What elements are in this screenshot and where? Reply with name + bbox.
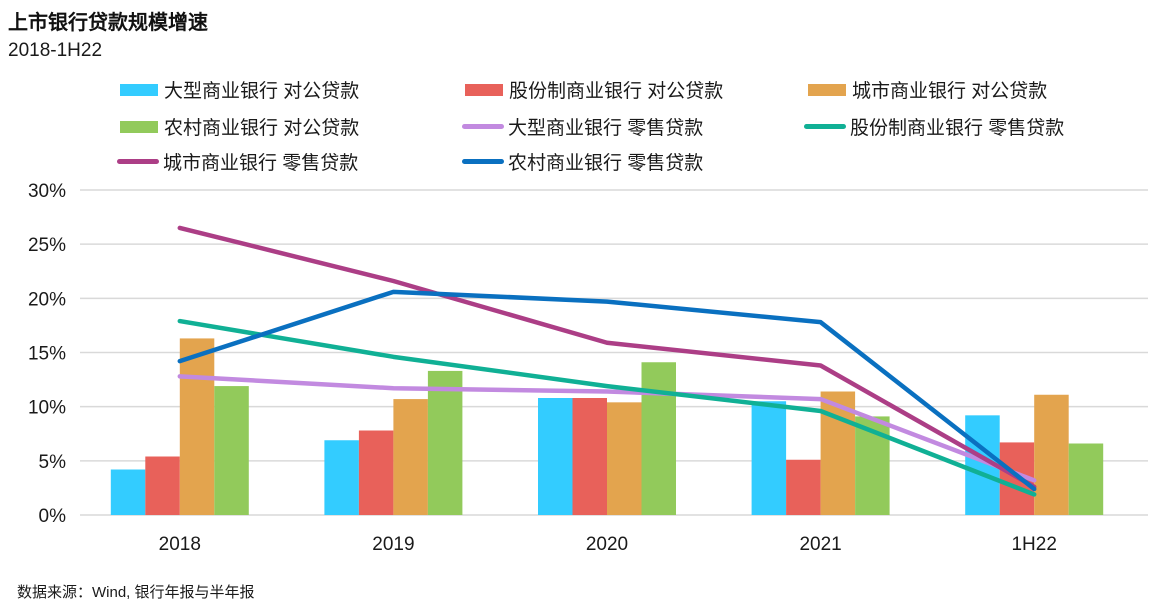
legend-item-rural-bank-corporate: 农村商业银行 对公贷款 — [120, 113, 359, 140]
legend-swatch — [120, 120, 158, 133]
legend-swatch — [462, 124, 504, 129]
y-tick-label: 15% — [28, 344, 66, 365]
legend-swatch — [808, 83, 846, 96]
legend-item-rural-bank-retail: 农村商业银行 零售贷款 — [462, 148, 703, 175]
y-tick-label: 5% — [39, 452, 67, 473]
source-note: 数据来源：Wind, 银行年报与半年报 — [17, 584, 255, 601]
legend-label: 股份制商业银行 对公贷款 — [509, 81, 724, 102]
y-axis-tick-labels: 0% 5% 10% 15% 20% 25% 30% — [28, 181, 66, 527]
legend-label: 大型商业银行 对公贷款 — [164, 81, 360, 102]
y-tick-label: 10% — [28, 398, 66, 419]
bar — [751, 401, 787, 515]
bar — [427, 370, 463, 515]
y-tick-label: 30% — [28, 181, 66, 202]
legend-item-city-bank-retail: 城市商业银行 零售贷款 — [117, 148, 358, 175]
legend-label: 农村商业银行 零售贷款 — [508, 153, 704, 174]
bar — [1034, 394, 1069, 515]
x-tick-label: 2021 — [799, 534, 841, 555]
chart-subtitle: 2018-1H22 — [8, 40, 103, 61]
bar — [1068, 443, 1104, 515]
series-line — [177, 318, 1037, 497]
bar — [393, 399, 428, 515]
legend-label: 股份制商业银行 零售贷款 — [850, 118, 1065, 139]
legend-swatch — [804, 124, 846, 129]
bar — [641, 362, 676, 515]
legend-label: 城市商业银行 对公贷款 — [852, 81, 1048, 102]
y-tick-label: 20% — [28, 289, 66, 310]
legend-label: 农村商业银行 对公贷款 — [164, 118, 360, 139]
bar — [538, 398, 573, 515]
legend-item-large-bank-corporate: 大型商业银行 对公贷款 — [120, 76, 359, 103]
legend-swatch — [120, 83, 158, 96]
bar — [572, 398, 607, 515]
bar — [324, 440, 359, 515]
x-tick-label: 2019 — [372, 534, 414, 555]
legend-label: 城市商业银行 零售贷款 — [163, 153, 359, 174]
series-line — [177, 225, 1037, 490]
legend-item-joint-stock-corporate: 股份制商业银行 对公贷款 — [465, 76, 723, 103]
bar — [607, 402, 642, 515]
legend-label: 大型商业银行 零售贷款 — [508, 118, 704, 139]
line-series — [177, 225, 1037, 497]
series-line — [177, 289, 1037, 492]
bar — [145, 456, 180, 515]
x-axis-tick-labels: 2018 2019 2020 2021 1H22 — [159, 534, 1057, 555]
chart-title: 上市银行贷款规模增速 — [8, 12, 208, 34]
y-tick-label: 0% — [39, 506, 67, 527]
legend-item-joint-stock-retail: 股份制商业银行 零售贷款 — [804, 113, 1064, 140]
bar — [786, 459, 821, 515]
x-tick-label: 2020 — [586, 534, 628, 555]
legend-swatch — [117, 159, 159, 164]
bar — [358, 430, 394, 515]
legend-swatch — [462, 159, 504, 164]
x-tick-label: 2018 — [159, 534, 201, 555]
x-tick-label: 1H22 — [1011, 534, 1056, 555]
bar — [110, 469, 146, 515]
series-line — [177, 374, 1037, 483]
legend-item-city-bank-corporate: 城市商业银行 对公贷款 — [808, 76, 1047, 103]
legend-swatch — [465, 83, 503, 96]
bar — [179, 338, 215, 515]
legend-item-large-bank-retail: 大型商业银行 零售贷款 — [462, 113, 703, 140]
bar — [214, 386, 249, 515]
y-tick-label: 25% — [28, 235, 66, 256]
